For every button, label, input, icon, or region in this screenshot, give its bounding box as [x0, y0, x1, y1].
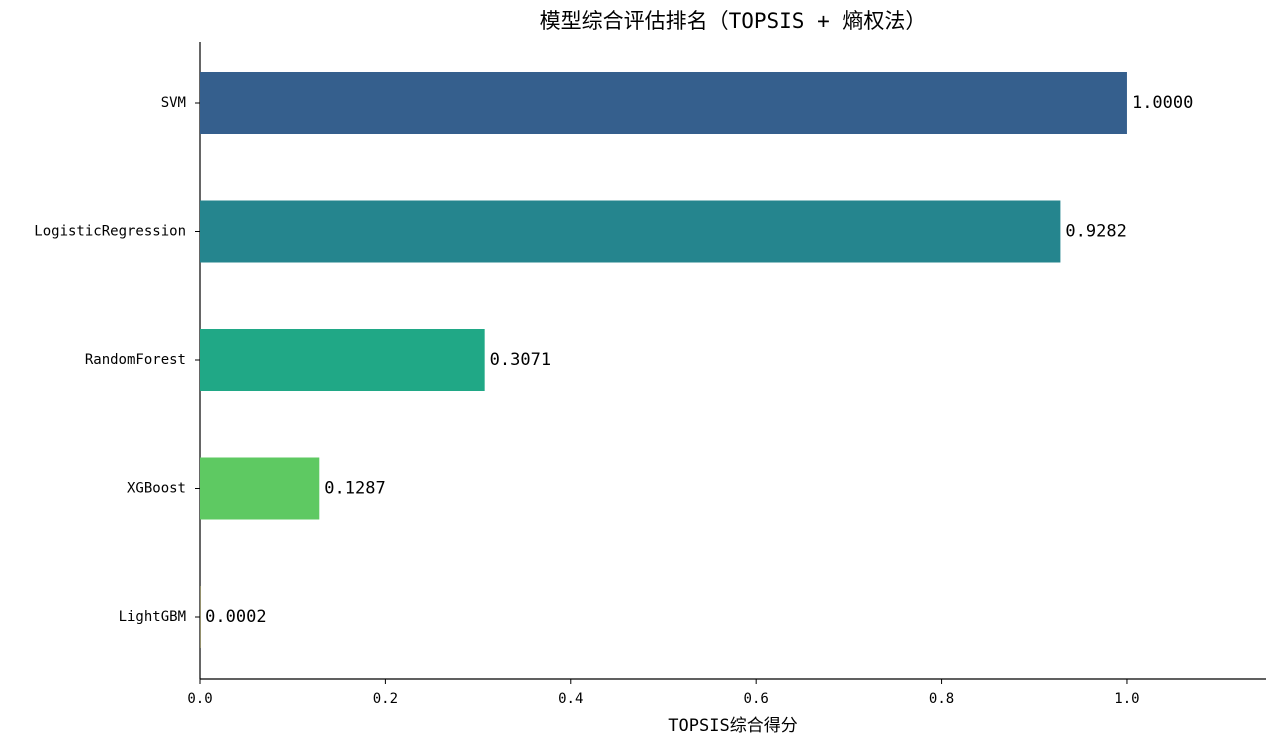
x-tick-label: 0.2: [373, 691, 398, 707]
bar: [200, 329, 485, 391]
x-tick-label: 0.8: [929, 691, 954, 707]
chart-title: 模型综合评估排名（TOPSIS + 熵权法）: [540, 9, 927, 33]
value-label: 0.9282: [1065, 222, 1126, 242]
y-tick-label: SVM: [161, 95, 186, 111]
y-tick-label: LightGBM: [119, 609, 186, 625]
y-tick-label: XGBoost: [127, 481, 186, 497]
x-axis-label: TOPSIS综合得分: [668, 716, 797, 736]
bar: [200, 72, 1127, 134]
x-tick-label: 0.6: [744, 691, 769, 707]
value-label: 0.3071: [490, 350, 551, 370]
x-tick-label: 0.4: [558, 691, 583, 707]
bar: [200, 200, 1061, 263]
value-label: 1.0000: [1132, 93, 1193, 113]
bar: [200, 457, 320, 520]
value-label: 0.1287: [324, 479, 385, 499]
y-tick-label: RandomForest: [85, 352, 186, 368]
value-label: 0.0002: [205, 607, 266, 627]
y-tick-label: LogisticRegression: [34, 224, 186, 240]
x-tick-label: 0.0: [187, 691, 212, 707]
x-tick-label: 1.0: [1114, 691, 1139, 707]
